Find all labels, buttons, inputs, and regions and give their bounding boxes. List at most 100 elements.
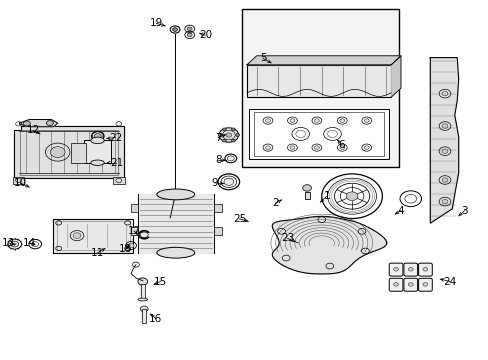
Circle shape [225, 133, 231, 137]
Circle shape [289, 146, 294, 149]
Circle shape [346, 192, 357, 201]
Polygon shape [14, 126, 123, 178]
Bar [249, 109, 388, 159]
Text: 11: 11 [91, 248, 104, 258]
Circle shape [441, 178, 447, 182]
Polygon shape [429, 58, 458, 223]
FancyBboxPatch shape [418, 263, 431, 276]
Circle shape [23, 121, 30, 126]
Text: 20: 20 [199, 30, 211, 40]
Circle shape [441, 149, 447, 153]
Circle shape [407, 283, 412, 286]
Circle shape [289, 119, 294, 122]
Circle shape [172, 28, 177, 31]
Text: 16: 16 [148, 314, 162, 324]
Circle shape [393, 283, 398, 286]
Circle shape [422, 283, 427, 286]
Circle shape [393, 267, 398, 271]
Circle shape [441, 91, 447, 96]
Circle shape [339, 119, 344, 122]
Text: 22: 22 [108, 132, 122, 143]
Ellipse shape [157, 247, 194, 258]
Text: 13: 13 [2, 238, 16, 248]
Text: 2: 2 [271, 198, 278, 208]
Bar [84, 140, 111, 163]
Circle shape [265, 119, 270, 122]
Circle shape [441, 124, 447, 128]
Circle shape [222, 139, 226, 142]
Text: 19: 19 [149, 18, 163, 28]
Circle shape [302, 185, 311, 191]
Bar [13, 177, 24, 184]
Circle shape [187, 33, 192, 37]
Bar [142, 309, 146, 323]
Text: 21: 21 [109, 158, 123, 168]
Circle shape [314, 146, 319, 149]
Ellipse shape [138, 298, 147, 301]
Text: 4: 4 [397, 206, 404, 216]
Text: 12: 12 [26, 125, 40, 135]
Bar [254, 112, 383, 156]
Circle shape [128, 243, 134, 248]
Text: 5: 5 [259, 53, 266, 63]
Circle shape [219, 128, 238, 142]
Circle shape [46, 121, 53, 126]
Bar [20, 130, 118, 175]
Circle shape [140, 306, 148, 312]
Circle shape [50, 147, 65, 158]
FancyBboxPatch shape [403, 263, 417, 276]
Circle shape [224, 178, 233, 185]
Text: 15: 15 [153, 276, 167, 287]
FancyBboxPatch shape [388, 278, 402, 291]
Circle shape [231, 139, 235, 142]
Bar [242, 9, 398, 167]
Text: 3: 3 [460, 206, 467, 216]
Circle shape [265, 146, 270, 149]
FancyBboxPatch shape [388, 263, 402, 276]
Bar [213, 227, 221, 235]
Circle shape [138, 278, 147, 285]
Circle shape [441, 199, 447, 204]
Circle shape [222, 128, 226, 131]
Ellipse shape [157, 189, 194, 200]
Bar [141, 284, 144, 300]
Circle shape [73, 233, 81, 238]
Bar [304, 192, 309, 199]
Bar [130, 227, 138, 235]
Ellipse shape [91, 137, 104, 144]
Ellipse shape [91, 160, 104, 165]
Text: 9: 9 [211, 178, 218, 188]
Circle shape [314, 119, 319, 122]
Polygon shape [138, 194, 213, 253]
Circle shape [187, 27, 192, 31]
Bar [71, 143, 85, 163]
Text: 10: 10 [14, 178, 27, 188]
Polygon shape [53, 219, 133, 253]
Text: 7: 7 [214, 132, 221, 143]
Text: 8: 8 [214, 155, 221, 165]
Polygon shape [390, 56, 400, 97]
FancyBboxPatch shape [403, 278, 417, 291]
Text: 17: 17 [127, 226, 141, 236]
Text: 1: 1 [323, 191, 329, 201]
Circle shape [364, 146, 368, 149]
Circle shape [235, 134, 239, 136]
Polygon shape [272, 216, 386, 274]
Polygon shape [20, 120, 58, 127]
Text: 6: 6 [337, 140, 344, 150]
Circle shape [13, 243, 16, 245]
Bar [246, 65, 390, 97]
FancyBboxPatch shape [418, 278, 431, 291]
Circle shape [218, 134, 222, 136]
Circle shape [339, 146, 344, 149]
Circle shape [407, 267, 412, 271]
Text: 14: 14 [22, 238, 36, 248]
Bar [130, 204, 138, 212]
Text: 23: 23 [280, 233, 294, 243]
Circle shape [422, 267, 427, 271]
Bar [57, 221, 129, 250]
Bar [213, 204, 221, 212]
Text: 25: 25 [232, 214, 246, 224]
Circle shape [94, 134, 101, 139]
Circle shape [364, 119, 368, 122]
